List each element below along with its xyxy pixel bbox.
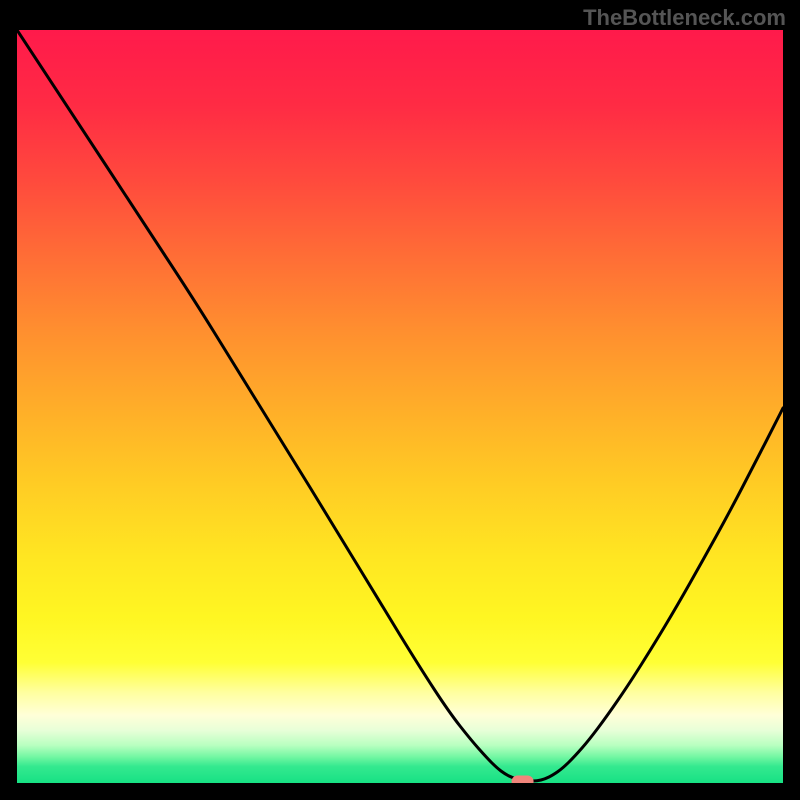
chart-frame: TheBottleneck.com [0, 0, 800, 800]
plot-area [17, 30, 783, 783]
bottleneck-curve [17, 30, 783, 783]
minimum-marker [512, 775, 534, 783]
watermark-text: TheBottleneck.com [583, 5, 786, 31]
